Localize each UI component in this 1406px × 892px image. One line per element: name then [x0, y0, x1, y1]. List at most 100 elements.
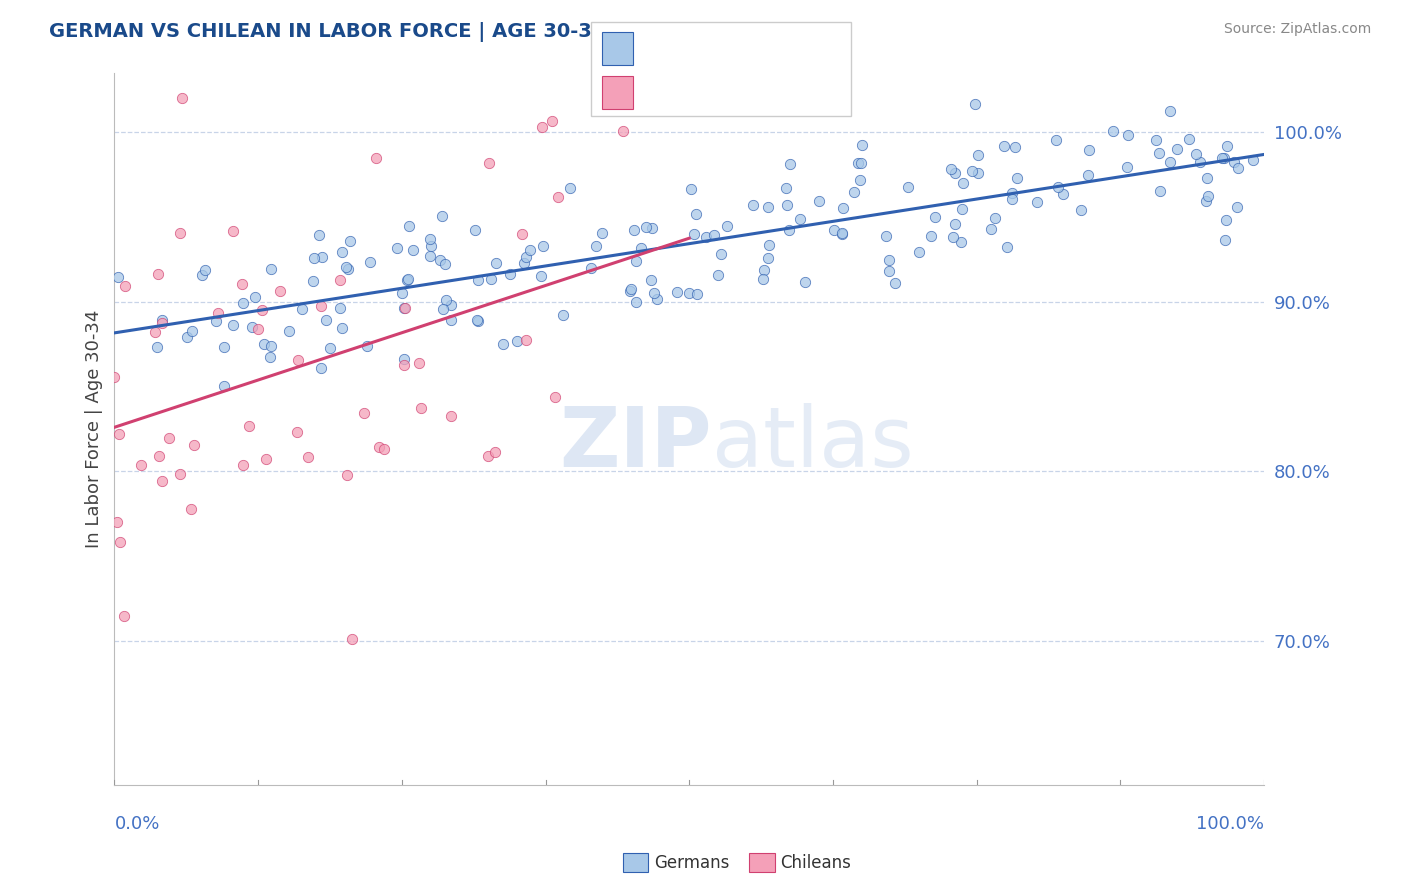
- Point: [950, 235, 973, 250]
- Point: [612, 124, 634, 138]
- Point: [1001, 186, 1024, 200]
- Point: [232, 458, 254, 472]
- Point: [1159, 154, 1181, 169]
- Point: [339, 235, 361, 249]
- Point: [758, 237, 780, 252]
- Point: [579, 260, 602, 275]
- Point: [707, 268, 730, 282]
- Point: [191, 268, 214, 282]
- Point: [1005, 171, 1028, 186]
- Point: [385, 241, 408, 255]
- Point: [643, 286, 665, 301]
- Point: [884, 276, 907, 290]
- Point: [1215, 213, 1237, 227]
- Point: [250, 302, 273, 317]
- Point: [222, 318, 245, 332]
- Point: [319, 341, 342, 355]
- Text: Germans: Germans: [654, 854, 730, 871]
- Point: [779, 157, 801, 171]
- Point: [335, 260, 357, 274]
- Point: [1001, 193, 1024, 207]
- Point: [793, 275, 815, 289]
- Point: [212, 379, 235, 393]
- Point: [232, 296, 254, 310]
- Point: [1166, 142, 1188, 156]
- Point: [145, 325, 167, 339]
- Point: [506, 334, 529, 349]
- Text: Source: ZipAtlas.com: Source: ZipAtlas.com: [1223, 22, 1371, 37]
- Point: [831, 227, 853, 241]
- Text: 53: 53: [775, 84, 804, 102]
- Point: [1076, 168, 1098, 182]
- Point: [478, 156, 501, 170]
- Text: ZIP: ZIP: [560, 402, 713, 483]
- Point: [513, 255, 536, 269]
- Text: atlas: atlas: [713, 402, 914, 483]
- Point: [1241, 153, 1264, 167]
- Point: [897, 180, 920, 194]
- Point: [962, 164, 984, 178]
- Point: [776, 198, 799, 212]
- Point: [485, 256, 508, 270]
- Point: [1046, 179, 1069, 194]
- Point: [467, 273, 489, 287]
- Point: [297, 450, 319, 464]
- Point: [247, 322, 270, 336]
- Point: [1195, 194, 1218, 208]
- Point: [624, 295, 647, 310]
- Point: [1077, 143, 1099, 157]
- Point: [1188, 155, 1211, 169]
- Point: [180, 502, 202, 516]
- Point: [630, 241, 652, 255]
- Point: [758, 200, 780, 214]
- Point: [754, 262, 776, 277]
- Point: [477, 449, 499, 463]
- Point: [394, 301, 416, 315]
- Point: [924, 210, 946, 224]
- Point: [150, 474, 173, 488]
- Text: N =: N =: [735, 39, 775, 57]
- Point: [240, 319, 263, 334]
- Point: [685, 207, 707, 221]
- Point: [1149, 184, 1171, 198]
- Point: [1025, 194, 1047, 209]
- Point: [623, 223, 645, 237]
- Point: [1184, 147, 1206, 161]
- Point: [176, 330, 198, 344]
- Point: [531, 239, 554, 253]
- Point: [401, 244, 423, 258]
- Point: [942, 230, 965, 244]
- Point: [703, 227, 725, 242]
- Point: [1052, 186, 1074, 201]
- Point: [287, 353, 309, 368]
- Point: [411, 401, 433, 416]
- Point: [231, 277, 253, 291]
- Point: [465, 313, 488, 327]
- Point: [434, 257, 457, 271]
- Point: [920, 229, 942, 244]
- Point: [340, 632, 363, 647]
- Point: [1227, 161, 1250, 175]
- Point: [150, 313, 173, 327]
- Text: Chileans: Chileans: [780, 854, 851, 871]
- Point: [832, 201, 855, 215]
- Point: [1177, 132, 1199, 146]
- Point: [530, 120, 553, 135]
- Point: [146, 340, 169, 354]
- Point: [1115, 161, 1137, 175]
- Point: [105, 515, 128, 529]
- Point: [1226, 200, 1249, 214]
- Point: [1222, 155, 1244, 169]
- Point: [330, 244, 353, 259]
- Point: [756, 252, 779, 266]
- Point: [553, 309, 575, 323]
- Point: [666, 285, 689, 299]
- Point: [1045, 133, 1067, 147]
- Point: [146, 268, 169, 282]
- Point: [993, 139, 1015, 153]
- Point: [695, 230, 717, 244]
- Point: [359, 254, 381, 268]
- Point: [682, 227, 704, 241]
- Point: [419, 239, 441, 253]
- Point: [440, 313, 463, 327]
